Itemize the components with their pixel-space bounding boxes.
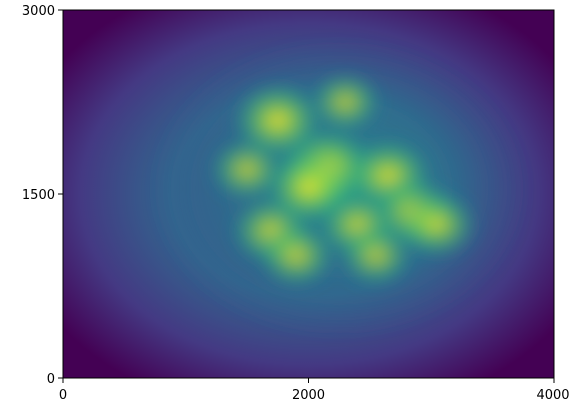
x-tick-label-0: 0 — [59, 388, 67, 403]
heatmap-hotspots — [208, 69, 480, 290]
heatmap-hotspot-6 — [255, 220, 337, 290]
x-tick-label-2000: 2000 — [292, 388, 325, 403]
heatmap-plot-area — [63, 10, 554, 378]
y-tick-label-1500: 1500 — [22, 188, 55, 203]
y-tick-label-0: 0 — [47, 372, 55, 387]
heatmap-hotspot-9 — [337, 222, 415, 288]
y-tick-label-3000: 3000 — [22, 4, 55, 19]
x-axis: 0 2000 4000 — [59, 378, 570, 403]
heatmap-hotspot-4 — [395, 189, 480, 261]
y-axis: 0 1500 3000 — [22, 4, 63, 387]
heatmap-hotspot-10 — [208, 136, 287, 203]
x-tick-label-4000: 4000 — [536, 388, 569, 403]
heatmap-hotspot-11 — [307, 69, 384, 135]
